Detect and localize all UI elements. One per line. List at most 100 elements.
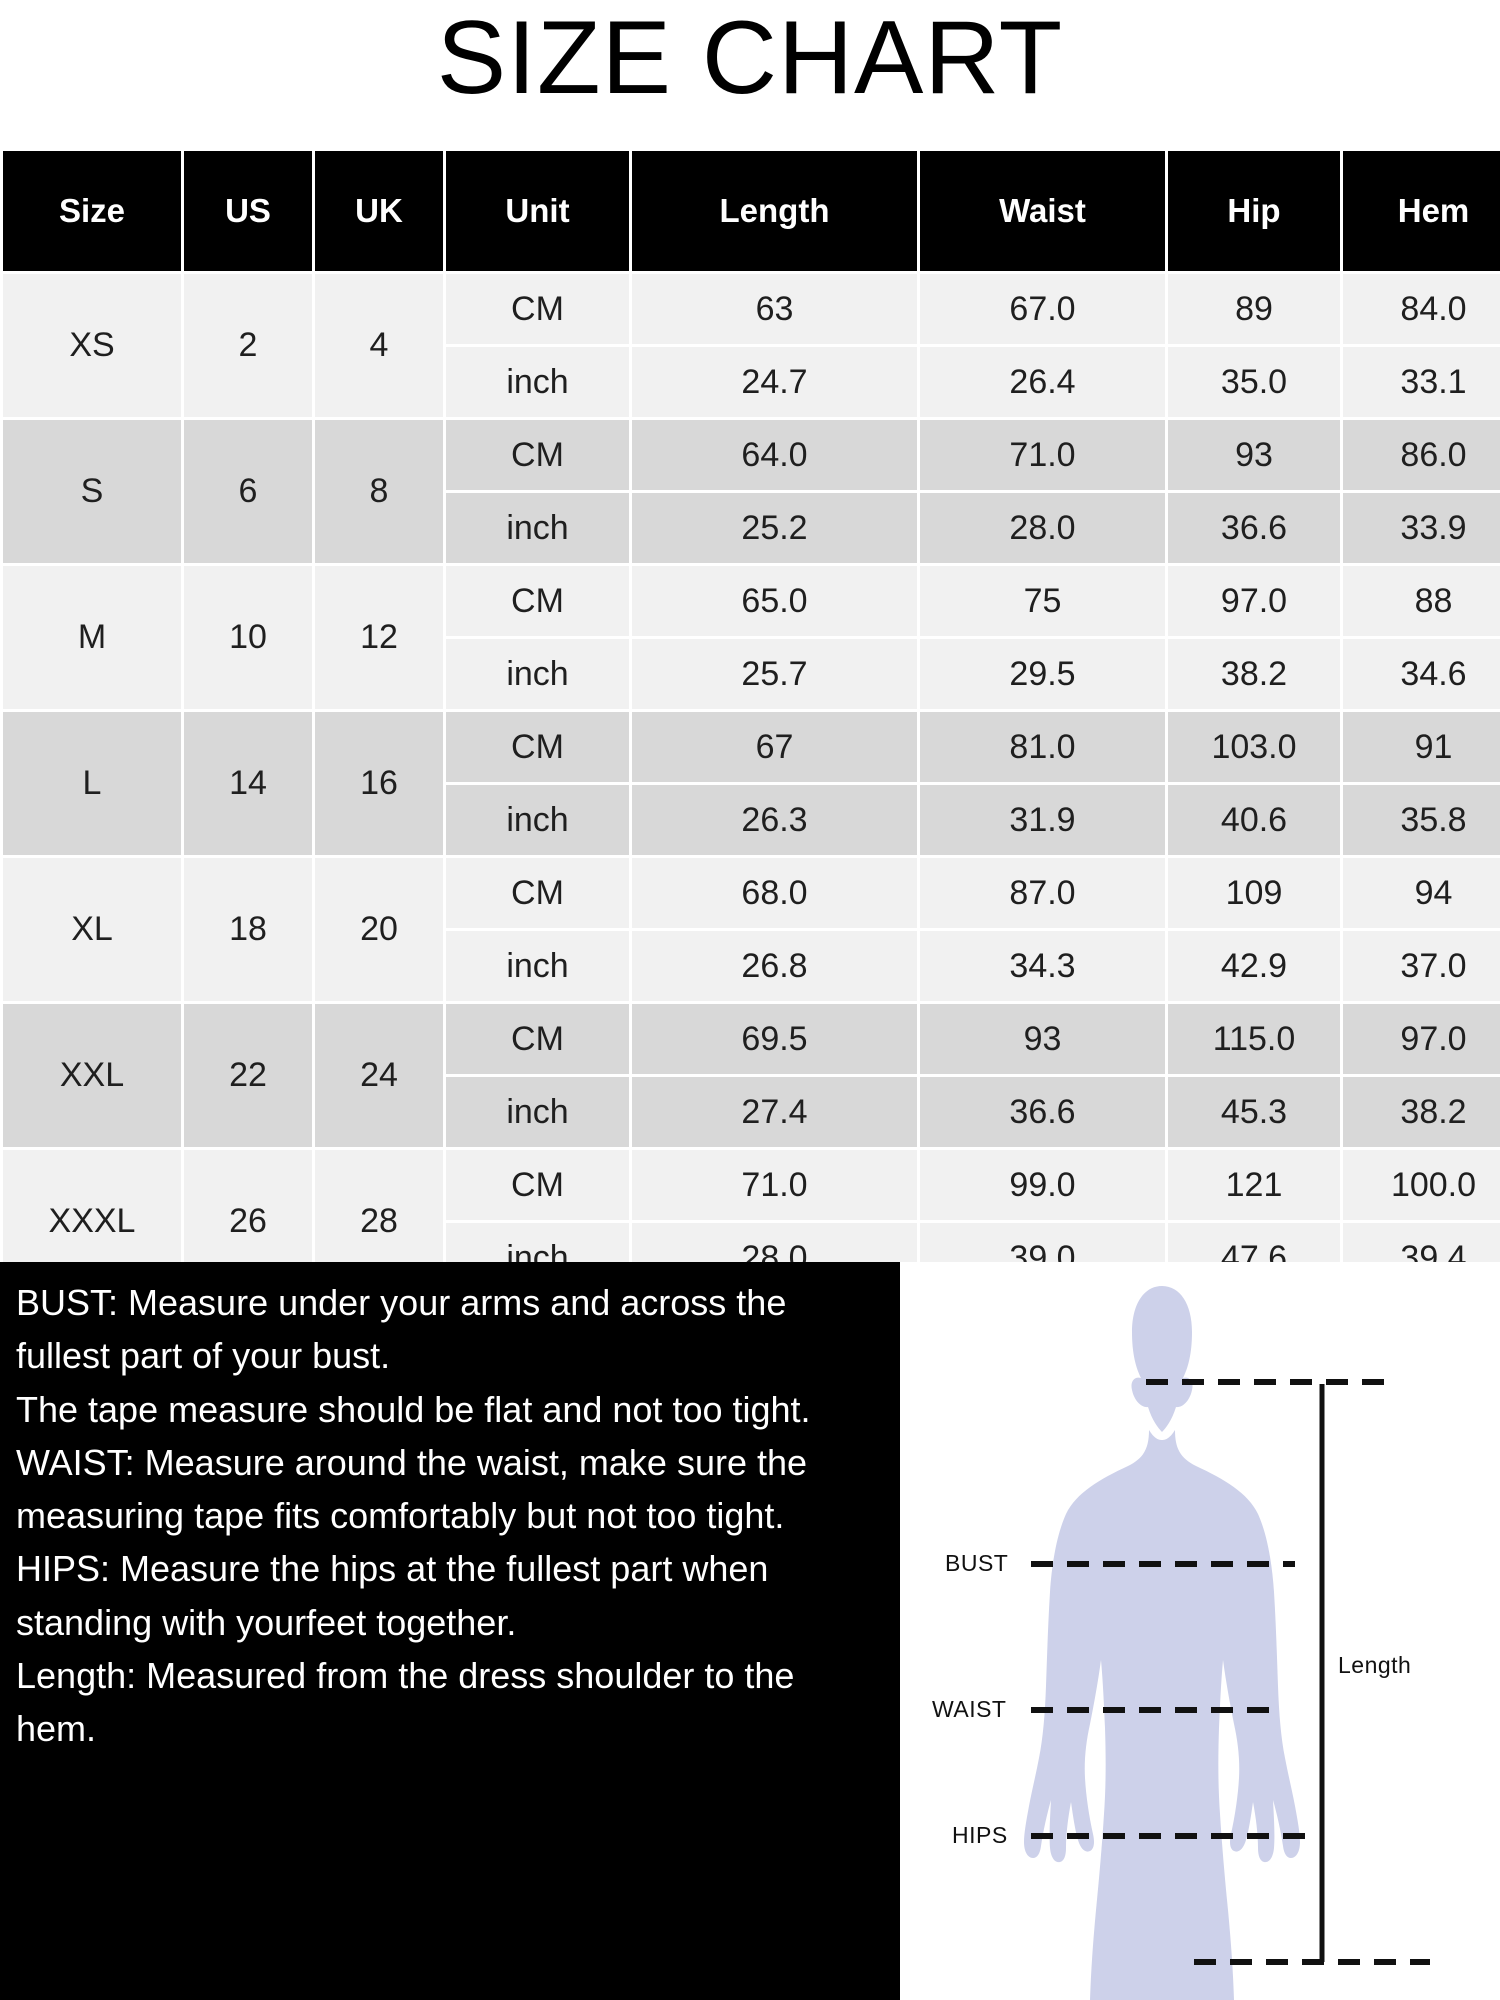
cell-uk: 24 xyxy=(315,1004,443,1147)
cell-inch-waist: 36.6 xyxy=(920,1077,1165,1147)
cell-cm-unit: CM xyxy=(446,1150,629,1220)
figure-label-length: Length xyxy=(1338,1652,1412,1678)
cell-inch-hem: 34.6 xyxy=(1343,639,1500,709)
table-row: XXL 22 24 CM 69.5 93 115.0 97.0 xyxy=(3,1004,1500,1147)
cell-cm-hem: 100.0 xyxy=(1343,1150,1500,1220)
cell-inch-hip: 38.2 xyxy=(1168,639,1340,709)
table-row: S 6 8 CM 64.0 71.0 93 86.0 xyxy=(3,420,1500,563)
figure-label-hips: HIPS xyxy=(952,1822,1008,1848)
cell-size: M xyxy=(3,566,181,709)
size-chart-table: Size US UK Unit Length Waist Hip Hem XS 2… xyxy=(0,148,1500,1296)
cell-cm-hip: 89 xyxy=(1168,274,1340,344)
cell-size: L xyxy=(3,712,181,855)
column-header-size: Size xyxy=(3,151,181,271)
cell-cm-unit: CM xyxy=(446,712,629,782)
cell-inch-hip: 45.3 xyxy=(1168,1077,1340,1147)
cell-cm-hem: 88 xyxy=(1343,566,1500,636)
cell-inch-waist: 29.5 xyxy=(920,639,1165,709)
cell-cm-waist: 99.0 xyxy=(920,1150,1165,1220)
table-row: XXXL 26 28 CM 71.0 99.0 121 100.0 xyxy=(3,1150,1500,1293)
female-body-silhouette xyxy=(1024,1286,1300,2000)
cell-inch-waist: 26.4 xyxy=(920,347,1165,417)
cell-size: XS xyxy=(3,274,181,417)
cell-cm-unit: CM xyxy=(446,858,629,928)
column-header-length: Length xyxy=(632,151,917,271)
column-header-us: US xyxy=(184,151,312,271)
cell-inch-unit: inch xyxy=(446,347,629,417)
cell-cm-hip: 121 xyxy=(1168,1150,1340,1220)
cell-cm-unit: CM xyxy=(446,420,629,490)
cell-inch-waist: 31.9 xyxy=(920,785,1165,855)
cell-cm-hem: 86.0 xyxy=(1343,420,1500,490)
cell-us: 6 xyxy=(184,420,312,563)
cell-cm-hem: 91 xyxy=(1343,712,1500,782)
cell-inch-unit: inch xyxy=(446,639,629,709)
table-row: XS 2 4 CM 63 67.0 89 84.0 xyxy=(3,274,1500,417)
cell-uk: 20 xyxy=(315,858,443,1001)
column-header-unit: Unit xyxy=(446,151,629,271)
cell-cm-length: 69.5 xyxy=(632,1004,917,1074)
cell-inch-hem: 37.0 xyxy=(1343,931,1500,1001)
table-body: XS 2 4 CM 63 67.0 89 84.0 inch 24.7 26.4 35.0 33.1 S 6… xyxy=(3,274,1500,1293)
table-row: L 14 16 CM 67 81.0 103.0 91 xyxy=(3,712,1500,855)
cell-inch-waist: 28.0 xyxy=(920,493,1165,563)
column-header-hem: Hem xyxy=(1343,151,1500,271)
body-figure-pane: BUST WAIST HIPS Length xyxy=(900,1262,1500,2000)
figure-label-bust: BUST xyxy=(945,1550,1009,1576)
cell-cm-length: 68.0 xyxy=(632,858,917,928)
cell-inch-unit: inch xyxy=(446,931,629,1001)
cell-inch-unit: inch xyxy=(446,1077,629,1147)
table-row: M 10 12 CM 65.0 75 97.0 88 xyxy=(3,566,1500,709)
cell-cm-length: 65.0 xyxy=(632,566,917,636)
cell-cm-waist: 75 xyxy=(920,566,1165,636)
cell-size: XL xyxy=(3,858,181,1001)
table-row: inch 26.3 31.9 40.6 35.8 xyxy=(3,785,1500,855)
cell-cm-waist: 81.0 xyxy=(920,712,1165,782)
instructions-text: BUST: Measure under your arms and across… xyxy=(16,1282,811,1750)
cell-cm-hem: 97.0 xyxy=(1343,1004,1500,1074)
cell-cm-waist: 71.0 xyxy=(920,420,1165,490)
cell-cm-length: 64.0 xyxy=(632,420,917,490)
cell-inch-hem: 38.2 xyxy=(1343,1077,1500,1147)
cell-inch-hip: 35.0 xyxy=(1168,347,1340,417)
cell-cm-unit: CM xyxy=(446,274,629,344)
column-header-hip: Hip xyxy=(1168,151,1340,271)
table-row: inch 27.4 36.6 45.3 38.2 xyxy=(3,1077,1500,1147)
cell-size: XXL xyxy=(3,1004,181,1147)
table-header: Size US UK Unit Length Waist Hip Hem xyxy=(3,151,1500,271)
cell-inch-length: 27.4 xyxy=(632,1077,917,1147)
table-row: XL 18 20 CM 68.0 87.0 109 94 xyxy=(3,858,1500,1001)
measurement-instructions: BUST: Measure under your arms and across… xyxy=(0,1262,900,2000)
cell-cm-length: 71.0 xyxy=(632,1150,917,1220)
cell-cm-hip: 97.0 xyxy=(1168,566,1340,636)
column-header-waist: Waist xyxy=(920,151,1165,271)
table-row: inch 25.2 28.0 36.6 33.9 xyxy=(3,493,1500,563)
cell-uk: 16 xyxy=(315,712,443,855)
body-silhouette-diagram xyxy=(1024,1286,1430,2000)
cell-cm-hip: 103.0 xyxy=(1168,712,1340,782)
table-row: inch 24.7 26.4 35.0 33.1 xyxy=(3,347,1500,417)
cell-inch-hip: 40.6 xyxy=(1168,785,1340,855)
cell-inch-length: 26.8 xyxy=(632,931,917,1001)
cell-cm-waist: 93 xyxy=(920,1004,1165,1074)
column-header-uk: UK xyxy=(315,151,443,271)
cell-inch-hip: 42.9 xyxy=(1168,931,1340,1001)
cell-cm-waist: 87.0 xyxy=(920,858,1165,928)
cell-inch-hem: 33.9 xyxy=(1343,493,1500,563)
cell-inch-hip: 36.6 xyxy=(1168,493,1340,563)
cell-inch-hem: 35.8 xyxy=(1343,785,1500,855)
cell-cm-length: 67 xyxy=(632,712,917,782)
cell-cm-unit: CM xyxy=(446,1004,629,1074)
cell-cm-waist: 67.0 xyxy=(920,274,1165,344)
cell-inch-hem: 33.1 xyxy=(1343,347,1500,417)
cell-uk: 12 xyxy=(315,566,443,709)
cell-us: 14 xyxy=(184,712,312,855)
cell-us: 2 xyxy=(184,274,312,417)
cell-cm-hip: 93 xyxy=(1168,420,1340,490)
cell-cm-hip: 115.0 xyxy=(1168,1004,1340,1074)
cell-cm-unit: CM xyxy=(446,566,629,636)
cell-cm-hem: 84.0 xyxy=(1343,274,1500,344)
cell-us: 10 xyxy=(184,566,312,709)
header-row: Size US UK Unit Length Waist Hip Hem xyxy=(3,151,1500,271)
